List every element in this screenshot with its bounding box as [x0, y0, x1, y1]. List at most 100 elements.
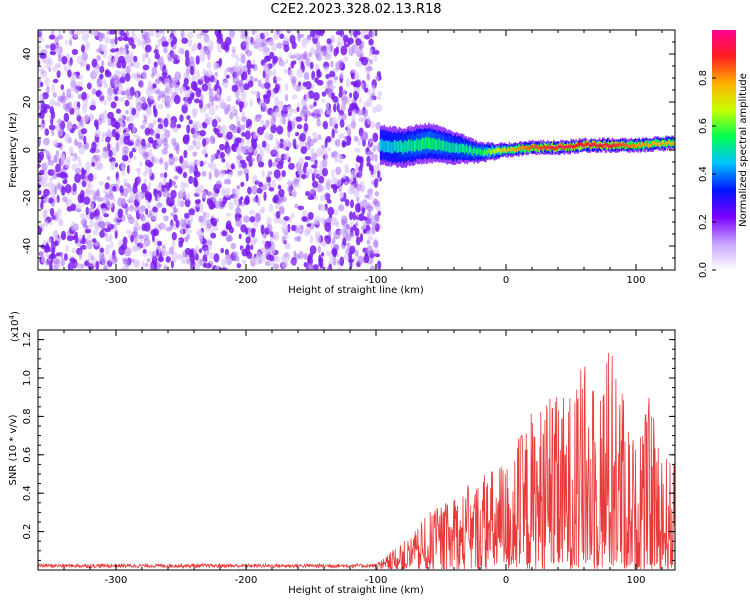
spectrogram-noise-cell	[241, 40, 248, 46]
spectrogram-noise-cell	[321, 98, 326, 103]
spectrogram-noise-cell	[354, 249, 359, 257]
spectrogram-noise-cell	[45, 252, 49, 258]
spectrogram-noise-cell	[315, 148, 323, 157]
spectrogram-noise-cell	[192, 109, 197, 119]
spectrogram-noise-cell	[334, 129, 339, 134]
spectrogram-signal-cell	[456, 142, 458, 153]
spectrogram-noise-cell	[319, 161, 323, 171]
spectrogram-noise-cell	[144, 159, 152, 167]
spectrogram-noise-cell	[147, 136, 154, 143]
spectrogram-noise-cell	[302, 81, 307, 87]
spectrogram-noise-cell	[102, 196, 109, 205]
spectrogram-noise-cell	[327, 266, 332, 270]
spectrogram-noise-cell	[46, 85, 50, 94]
spectrogram-noise-cell	[78, 249, 83, 260]
spectrogram-noise-cell	[177, 47, 184, 55]
spectrogram-noise-cell	[162, 215, 167, 221]
spectrogram-signal-cell	[580, 142, 582, 146]
spectrogram-noise-cell	[76, 141, 83, 149]
spectrogram-noise-cell	[323, 66, 329, 72]
spectrogram-signal-cell	[447, 142, 450, 153]
spectrogram-noise-cell	[291, 188, 296, 198]
spectrogram-noise-cell	[255, 30, 259, 35]
spectrogram-noise-cell	[347, 127, 352, 138]
spectrogram-noise-cell	[105, 236, 112, 243]
spectrogram-noise-cell	[318, 52, 322, 58]
spectrogram-noise-cell	[167, 85, 173, 95]
spectrogram-noise-cell	[202, 138, 207, 148]
spectrogram-signal-cell	[578, 143, 581, 151]
spectrogram-noise-cell	[218, 98, 225, 105]
spectrogram-noise-cell	[95, 261, 100, 270]
spectrogram-noise-cell	[144, 152, 148, 161]
spectrogram-noise-cell	[357, 138, 362, 147]
spectrogram-noise-cell	[115, 108, 122, 114]
spectrogram-noise-cell	[123, 267, 130, 270]
spectrogram-noise-cell	[54, 240, 59, 247]
colorbar-tick-label: 0.0	[698, 262, 709, 278]
spectrogram-noise-cell	[314, 216, 322, 226]
spectrogram-noise-cell	[124, 72, 131, 82]
spectrogram-noise-cell	[135, 219, 139, 227]
spectrogram-noise-cell	[313, 101, 317, 107]
y-tick-label: 20	[22, 96, 33, 109]
spectrogram-noise-cell	[333, 48, 338, 57]
spectrogram-signal-cell	[665, 141, 667, 145]
x-tick-label: -300	[105, 275, 128, 286]
spectrogram-noise-cell	[116, 177, 121, 186]
spectrogram-noise-cell	[157, 103, 164, 110]
spectrogram-noise-cell	[50, 110, 56, 120]
spectrogram-noise-cell	[198, 248, 203, 254]
spectrogram-signal-cell	[448, 141, 451, 152]
spectrogram-noise-cell	[257, 197, 261, 206]
spectrogram-noise-cell	[320, 144, 327, 150]
spectrogram-noise-cell	[50, 118, 54, 126]
spectrogram-noise-cell	[340, 71, 344, 79]
spectrogram-noise-cell	[80, 218, 88, 226]
spectrogram-noise-cell	[292, 84, 297, 91]
spectrogram-noise-cell	[188, 208, 195, 216]
spectrogram-noise-cell	[179, 114, 184, 122]
spectrogram-signal-cell	[637, 143, 639, 147]
spectrogram-noise-cell	[180, 218, 185, 227]
spectrogram-noise-cell	[213, 78, 218, 84]
spectrogram-noise-cell	[152, 206, 158, 213]
spectrogram-noise-cell	[301, 99, 307, 104]
x-tick-label: -200	[235, 275, 258, 286]
spectrogram-noise-cell	[240, 116, 248, 123]
spectrogram-noise-cell	[331, 176, 338, 185]
spectrogram-noise-cell	[372, 132, 379, 143]
spectrogram-noise-cell	[144, 166, 150, 174]
spectrogram-noise-cell	[355, 222, 359, 227]
spectrogram-noise-cell	[238, 233, 242, 240]
spectrogram-noise-cell	[305, 57, 311, 67]
spectrogram-noise-cell	[122, 236, 128, 246]
spectrogram-noise-cell	[374, 191, 380, 197]
spectrogram-noise-cell	[326, 182, 332, 190]
spectrogram-signal-cell	[567, 142, 569, 150]
spectrogram-signal-cell	[401, 140, 403, 153]
spectrogram-noise-cell	[83, 196, 91, 205]
spectrogram-noise-cell	[201, 149, 207, 156]
spectrogram-noise-cell	[262, 70, 266, 79]
spectrogram-noise-cell	[170, 94, 175, 100]
spectrogram-signal-cell	[539, 145, 541, 153]
spectrogram-noise-cell	[155, 30, 160, 33]
spectrogram-signal-cell	[576, 143, 579, 148]
spectrogram-noise-cell	[274, 202, 281, 210]
spectrogram-signal-cell	[432, 137, 435, 149]
spectrogram-noise-cell	[180, 225, 184, 235]
spectrogram-signal-cell	[500, 149, 502, 154]
spectrogram-noise-cell	[231, 144, 236, 151]
spectrogram-noise-cell	[189, 65, 195, 76]
spectrogram-noise-cell	[331, 37, 336, 43]
spectrogram-signal-cell	[458, 143, 460, 153]
spectrogram-signal-cell	[567, 146, 569, 150]
spectrogram-signal-cell	[443, 140, 445, 151]
spectrogram-noise-cell	[234, 62, 239, 68]
spectrogram-noise-cell	[186, 258, 191, 265]
spectrogram-noise-cell	[100, 203, 107, 210]
spectrogram-noise-cell	[198, 215, 204, 223]
spectrogram-noise-cell	[112, 186, 117, 192]
spectrogram-noise-cell	[42, 210, 48, 220]
